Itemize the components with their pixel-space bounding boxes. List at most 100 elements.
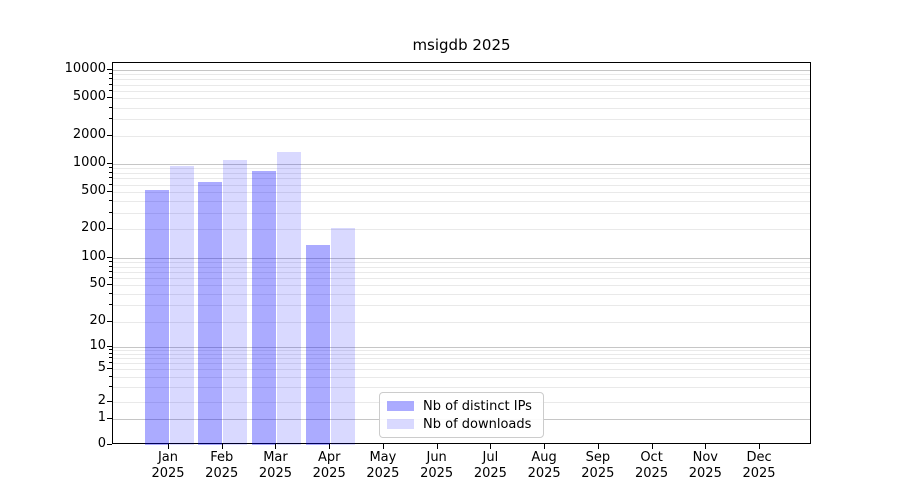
- y-tick-mark: [107, 228, 112, 230]
- y-minor-tick-mark: [109, 265, 112, 267]
- legend-swatch-distinct-ips: [387, 401, 414, 411]
- gridline-major: [113, 70, 810, 71]
- gridline-minor: [113, 172, 810, 174]
- gridline-minor: [113, 74, 810, 76]
- y-minor-tick-mark: [109, 73, 112, 75]
- y-tick-mark: [107, 418, 112, 420]
- gridline-minor: [113, 178, 810, 180]
- legend-item-downloads: Nb of downloads: [387, 415, 535, 433]
- y-minor-tick-mark: [109, 362, 112, 364]
- x-tick-label: Apr 2025: [312, 450, 346, 481]
- gridline-minor: [113, 350, 810, 352]
- x-tick-label: Nov 2025: [688, 450, 722, 481]
- gridline-minor: [113, 107, 810, 109]
- y-minor-tick-mark: [109, 177, 112, 179]
- y-tick-mark: [107, 400, 112, 402]
- gridline-major: [113, 163, 810, 165]
- y-tick-mark: [107, 97, 112, 99]
- x-tick-mark: [329, 444, 331, 449]
- gridline-minor: [113, 98, 810, 100]
- gridline-minor: [113, 229, 810, 231]
- y-tick-label: 2: [97, 392, 106, 408]
- y-tick-label: 500: [81, 183, 106, 198]
- x-tick-mark: [436, 444, 438, 449]
- y-tick-label: 10: [89, 338, 106, 353]
- x-tick-mark: [168, 444, 169, 449]
- legend-label-downloads: Nb of downloads: [423, 416, 532, 432]
- y-tick-label: 2000: [72, 126, 106, 142]
- gridline-minor: [113, 201, 810, 203]
- x-tick-mark: [597, 444, 599, 449]
- y-tick-label: 10000: [64, 61, 106, 76]
- y-minor-tick-mark: [109, 183, 112, 185]
- y-minor-tick-mark: [109, 293, 112, 295]
- y-tick-mark: [107, 134, 112, 136]
- gridline-minor: [113, 358, 810, 360]
- x-tick-label: Oct 2025: [635, 450, 669, 481]
- x-tick-mark: [651, 444, 653, 449]
- bar-distinct-ips-apr: [305, 245, 330, 445]
- gridline-minor: [113, 168, 810, 169]
- x-tick-label: Sep 2025: [581, 450, 615, 481]
- bar-downloads-mar: [276, 151, 301, 445]
- x-tick-mark: [490, 444, 492, 449]
- gridline-minor: [113, 363, 810, 365]
- gridline-minor: [113, 266, 810, 268]
- plot-area: [112, 62, 811, 445]
- gridline-minor: [113, 294, 810, 296]
- gridline-minor: [113, 271, 810, 273]
- y-minor-tick-mark: [109, 200, 112, 202]
- gridline-minor: [113, 354, 810, 356]
- y-tick-label: 200: [81, 220, 106, 236]
- y-tick-label: 5: [97, 360, 106, 376]
- x-tick-mark: [759, 444, 761, 449]
- y-tick-label: 5000: [72, 89, 106, 105]
- bar-downloads-feb: [223, 160, 248, 445]
- y-minor-tick-mark: [109, 260, 112, 262]
- gridline-minor: [113, 305, 810, 307]
- y-tick-mark: [107, 444, 112, 445]
- gridline-minor: [113, 84, 810, 86]
- y-minor-tick-mark: [109, 349, 112, 351]
- x-tick-mark: [221, 444, 223, 449]
- legend: Nb of distinct IPs Nb of downloads: [379, 392, 544, 438]
- bar-downloads-jan: [169, 165, 194, 445]
- y-tick-label: 0: [97, 436, 106, 451]
- y-minor-tick-mark: [109, 78, 112, 80]
- y-tick-label: 20: [89, 312, 106, 328]
- gridline-minor: [113, 90, 810, 92]
- gridline-minor: [113, 119, 810, 121]
- x-tick-label: Jul 2025: [473, 450, 507, 481]
- y-minor-tick-mark: [109, 167, 112, 168]
- y-minor-tick-mark: [109, 89, 112, 91]
- y-minor-tick-mark: [109, 270, 112, 272]
- y-tick-mark: [107, 69, 112, 70]
- gridline-minor: [113, 261, 810, 263]
- bar-distinct-ips-mar: [251, 170, 276, 445]
- y-minor-tick-mark: [109, 376, 112, 378]
- y-minor-tick-mark: [109, 277, 112, 279]
- y-tick-label: 50: [89, 276, 106, 292]
- y-tick-mark: [107, 320, 112, 322]
- bar-downloads-apr: [330, 228, 355, 445]
- legend-item-distinct-ips: Nb of distinct IPs: [387, 397, 535, 415]
- y-minor-tick-mark: [109, 211, 112, 213]
- gridline-minor: [113, 285, 810, 287]
- legend-label-distinct-ips: Nb of distinct IPs: [423, 398, 532, 414]
- legend-swatch-downloads: [387, 419, 414, 429]
- y-tick-label: 1: [97, 410, 106, 426]
- y-tick-mark: [107, 162, 112, 164]
- gridline-minor: [113, 377, 810, 379]
- x-tick-label: Jan 2025: [151, 450, 185, 481]
- gridline-minor: [113, 278, 810, 280]
- gridline-minor: [113, 387, 810, 389]
- y-tick-mark: [107, 284, 112, 286]
- gridline-minor: [113, 369, 810, 371]
- gridline-minor: [113, 184, 810, 186]
- gridline-minor: [113, 192, 810, 193]
- y-tick-mark: [107, 368, 112, 370]
- y-minor-tick-mark: [109, 171, 112, 173]
- y-minor-tick-mark: [109, 353, 112, 355]
- x-tick-label: Dec 2025: [742, 450, 776, 481]
